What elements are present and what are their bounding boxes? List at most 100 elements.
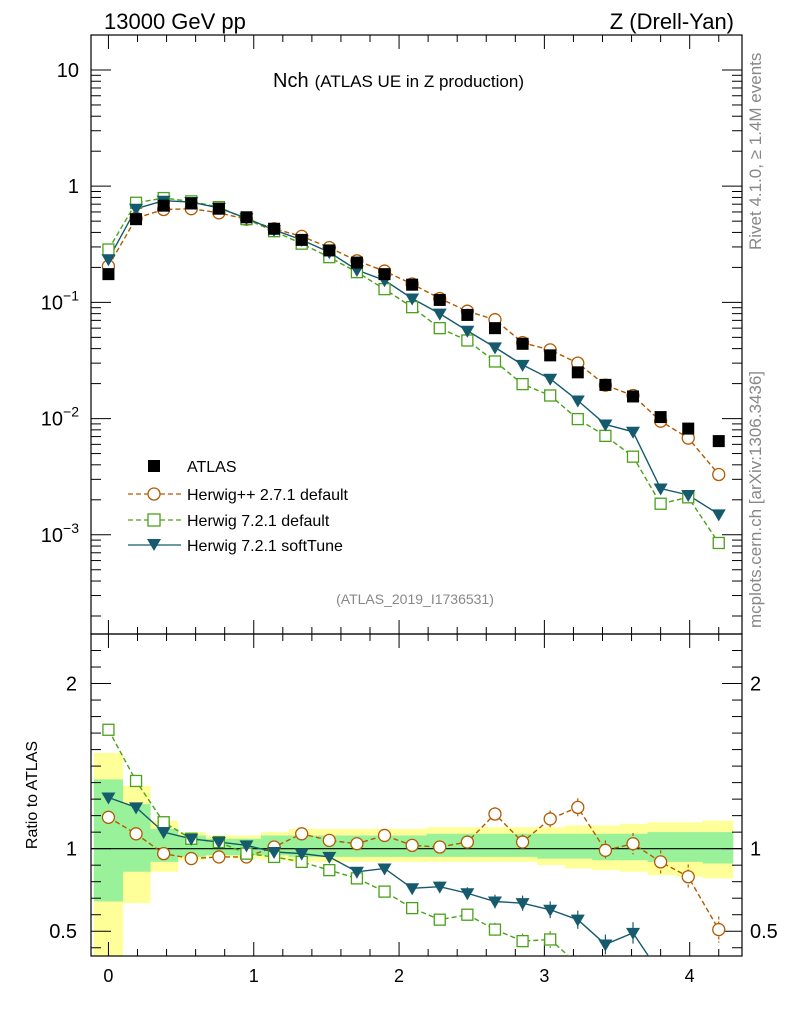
legend-hw721: Herwig 7.2.1 default [128,513,330,530]
ratio-point-hw721 [378,885,391,898]
y-tick-base: 10 [41,525,63,547]
ratio-point-soft [515,898,530,911]
point-atlas [406,278,419,291]
point-soft [515,359,530,372]
point-hw721 [544,389,557,402]
point-hw721 [712,536,725,550]
ratio-y-tick-label-right: 1 [750,839,761,861]
ratio-point-hw721 [600,975,611,986]
x-tick-label: 4 [685,966,695,986]
point-atlas [157,199,170,212]
point-soft [432,308,447,321]
ratio-point-hw27 [129,827,143,841]
ratio-point-hw27 [488,807,502,821]
ratio-point-hw27 [295,827,309,841]
point-atlas [378,268,391,281]
ratio-point-hw721 [628,979,639,990]
ratio-point-hw27 [653,855,668,869]
x-tick-label: 1 [249,966,259,986]
point-soft [681,489,696,502]
y-tick-label: 10 [57,60,79,82]
ratio-point-hw721 [544,933,557,946]
point-atlas [185,197,198,210]
side-label-bottom: mcplots.cern.ch [arXiv:1306.3436] [746,371,765,628]
point-atlas [350,256,363,269]
legend-hw721-marker [147,513,161,527]
ratio-y-tick-label-right: 2 [750,674,761,696]
y-tick-base: 10 [41,292,63,314]
header-left: 13000 GeV pp [104,9,246,34]
ratio-point-hw27 [101,810,116,824]
ratio-point-hw27 [543,812,557,826]
ratio-point-hw27 [681,870,695,884]
x-tick-label: 3 [539,966,549,986]
ratio-point-hw27 [377,828,392,843]
chart-title: Nch (ATLAS UE in Z production) [273,70,524,92]
legend-atlas: ATLAS [148,459,237,476]
ratio-point-hw721 [713,992,724,1003]
legend-soft-marker [147,539,161,551]
point-atlas [571,366,584,379]
y-tick-label: 10−1 [41,287,79,314]
ratio-point-soft [184,833,199,846]
point-soft [460,325,475,338]
point-atlas [599,378,612,391]
point-atlas [295,233,308,246]
ratio-point-soft [570,914,585,927]
point-hw721 [654,497,667,510]
ratio-point-hw721 [433,913,446,926]
y-tick-exponent: −2 [63,404,79,420]
ratio-point-hw721 [405,901,419,915]
main-plot [101,191,726,550]
ratio-point-hw27 [405,838,419,853]
point-soft [129,203,144,216]
ratio-point-hw721 [572,959,583,970]
header-right: Z (Drell-Yan) [610,9,734,34]
y-tick-exponent: −1 [63,287,79,303]
ratio-point-hw27 [515,835,530,849]
point-soft [598,419,613,432]
point-atlas [433,293,446,306]
ratio-point-hw27 [626,837,640,851]
point-hw721 [516,377,529,391]
point-hw721 [599,429,612,443]
point-atlas [654,411,667,424]
ratio-point-soft [239,840,254,853]
ratio-frame [90,633,743,957]
ratio-point-hw27 [571,800,585,815]
point-hw721 [433,322,446,335]
point-soft [487,342,502,355]
legend-soft-label: Herwig 7.2.1 softTune [187,538,343,555]
ratio-point-hw27 [712,922,726,937]
ratio-point-soft [654,969,668,981]
y-tick-base: 10 [41,409,63,431]
point-hw721 [571,412,584,426]
ratio-point-soft [129,802,144,815]
point-hw721 [626,450,640,463]
point-atlas [516,337,529,350]
x-tick-label: 2 [394,966,404,986]
point-atlas [461,308,474,321]
ratio-point-soft [460,888,475,901]
legend: ATLAS Herwig++ 2.7.1 default Herwig 7.2.… [128,459,349,555]
point-soft [653,483,668,496]
ratio-point-hw27 [460,835,475,849]
analysis-label: (ATLAS_2019_I1736531) [336,591,494,607]
ratio-point-hw27 [433,840,447,854]
point-atlas [627,390,640,403]
legend-hw27-marker [147,487,161,501]
point-atlas [102,268,115,281]
ratio-plot [101,723,726,1003]
ratio-point-hw27 [598,843,613,857]
point-soft [626,426,641,439]
ratio-point-soft [322,851,337,864]
point-atlas [323,244,336,257]
ratio-point-soft [267,846,282,859]
series-line-hw27 [107,208,720,475]
legend-atlas-marker [148,460,160,472]
ratio-point-soft [349,866,364,879]
chart-title-main: Nch [273,70,309,92]
point-atlas [488,322,501,335]
point-soft [405,293,420,306]
